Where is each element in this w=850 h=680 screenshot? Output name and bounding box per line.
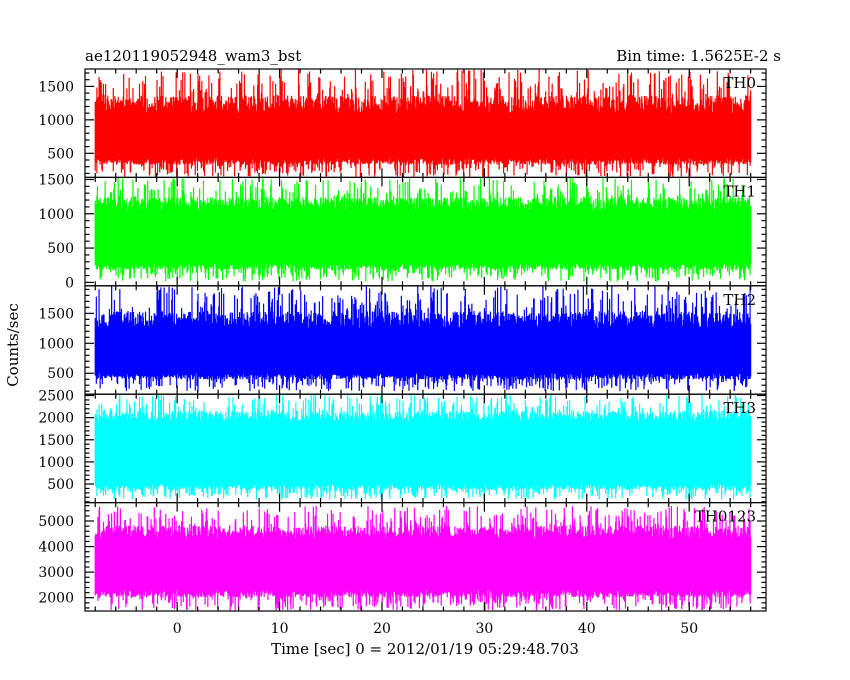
y-tick-label: 500: [47, 241, 74, 257]
y-tick-label: 2000: [38, 411, 74, 427]
y-tick-label: 1000: [38, 455, 74, 471]
y-tick-label: 1000: [38, 336, 74, 352]
panel-th0123: 2000 3000 4000 5000 TH0123: [38, 502, 767, 612]
panel-th3: 500 1000 1500 2000 2500 TH3: [38, 389, 767, 504]
y-tick-label: 1500: [38, 306, 74, 322]
panel-label-th3: TH3: [723, 399, 756, 417]
series-band-th2: [95, 328, 751, 374]
panel-label-th1: TH1: [723, 182, 756, 200]
y-tick-label: 3000: [38, 565, 74, 581]
series-band-th0123: [95, 538, 751, 591]
panel-th2: 500 1000 1500 TH2: [38, 285, 767, 395]
series-band-th3: [95, 422, 751, 485]
x-tick-label: 40: [578, 621, 596, 637]
y-tick-label: 500: [47, 477, 74, 493]
x-tick-label: 30: [475, 621, 493, 637]
panel-th1: 0 500 1000 1500 TH1: [38, 172, 767, 291]
y-tick-label: 1500: [38, 172, 74, 188]
y-tick-label: 4000: [38, 540, 74, 556]
y-axis-label: Counts/sec: [4, 303, 22, 387]
panel-th0: 500 1000 1500 TH0: [38, 68, 767, 179]
y-tick-label: 500: [47, 146, 74, 162]
figure-title: ae120119052948_wam3_bst: [85, 47, 301, 65]
x-axis-label: Time [sec] 0 = 2012/01/19 05:29:48.703: [271, 640, 579, 658]
panel-label-th0123: TH0123: [695, 508, 756, 526]
y-tick-label: 2500: [38, 389, 74, 405]
x-tick-label: 20: [373, 621, 391, 637]
y-tick-label: 1500: [38, 433, 74, 449]
panel-label-th0: TH0: [723, 74, 756, 92]
y-tick-label: 1000: [38, 113, 74, 129]
y-tick-label: 2000: [38, 591, 74, 607]
series-band-th1: [95, 210, 751, 264]
y-tick-label: 500: [47, 366, 74, 382]
y-tick-label: 0: [65, 275, 74, 291]
y-tick-label: 1500: [38, 79, 74, 95]
series-band-th0: [95, 113, 751, 158]
y-tick-label: 5000: [38, 514, 74, 530]
x-tick-label: 10: [271, 621, 289, 637]
bin-time-label: Bin time: 1.5625E-2 s: [616, 47, 781, 65]
x-tick-label: 0: [173, 621, 182, 637]
x-tick-label: 50: [680, 621, 698, 637]
y-tick-label: 1000: [38, 207, 74, 223]
panel-label-th2: TH2: [723, 291, 756, 309]
